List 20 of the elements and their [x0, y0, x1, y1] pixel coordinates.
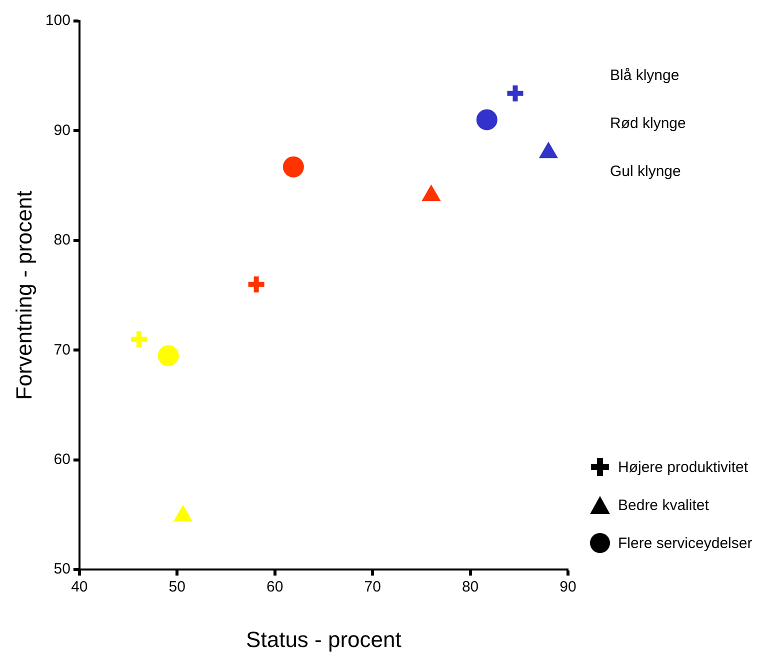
text: Højere produktivitet [618, 458, 748, 476]
x-tick-label: 40 [71, 578, 88, 596]
y-tick-label: 100 [45, 12, 70, 30]
y-tick-label: 70 [54, 341, 70, 358]
y-axis-title: Forventning - procent [11, 190, 36, 400]
text: Flere serviceydelser [618, 534, 752, 552]
x-tick-label: 50 [168, 578, 186, 596]
y-tick-label: 80 [54, 232, 70, 249]
text: Blå klynge [610, 66, 680, 86]
y-tick-label: 50 [54, 560, 70, 578]
y-tick-label: 60 [54, 451, 70, 468]
text: Bedre kvalitet [618, 496, 709, 514]
text: Rød klynge [610, 114, 686, 134]
x-tick-label: 80 [462, 578, 479, 596]
x-tick-label: 90 [560, 578, 576, 596]
text: Gul klynge [610, 162, 682, 182]
x-tick-label: 70 [364, 578, 381, 596]
y-tick-label: 90 [54, 122, 70, 139]
x-tick-label: 60 [266, 578, 284, 596]
x-axis-title: Status - procent [246, 626, 402, 652]
